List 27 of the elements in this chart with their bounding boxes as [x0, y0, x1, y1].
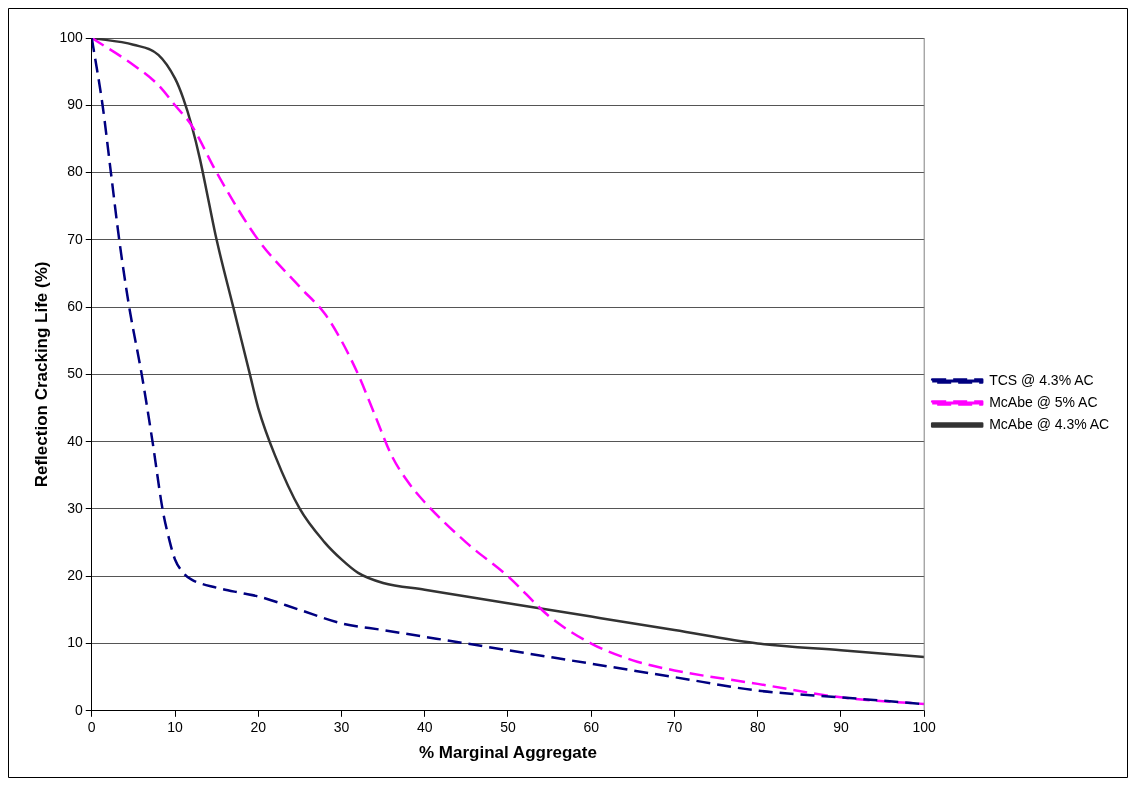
x-tick-label: 0 [87, 719, 96, 736]
y-tick-label: 40 [67, 432, 83, 449]
y-tick-label: 100 [59, 28, 83, 45]
legend-label: TCS @ 4.3% AC [989, 371, 1094, 388]
x-tick-label: 30 [333, 719, 350, 736]
legend-label: McAbe @ 4.3% AC [989, 415, 1110, 432]
y-tick-label: 0 [74, 701, 83, 718]
x-tick-label: 90 [833, 719, 849, 736]
y-tick-label: 90 [67, 96, 83, 113]
x-tick-label: 50 [500, 719, 516, 736]
x-tick-label: 80 [749, 719, 766, 736]
y-tick-label: 80 [67, 163, 83, 180]
x-tick-label: 70 [666, 719, 683, 736]
x-tick-label: 100 [912, 719, 937, 736]
y-tick-label: 20 [67, 567, 83, 584]
x-tick-label: 20 [250, 719, 267, 736]
legend-label: McAbe @ 5% AC [989, 393, 1098, 410]
y-tick-label: 10 [67, 634, 83, 651]
y-tick-label: 50 [67, 365, 83, 382]
y-tick-label: 30 [67, 499, 83, 516]
x-tick-label: 10 [167, 719, 183, 736]
x-tick-label: 40 [416, 719, 433, 736]
x-axis-title: % Marginal Aggregate [419, 743, 597, 763]
y-tick-label: 70 [67, 230, 83, 247]
x-tick-label: 60 [583, 719, 600, 736]
y-axis-title: Reflection Cracking Life (%) [31, 261, 51, 488]
y-tick-label: 60 [67, 297, 83, 314]
